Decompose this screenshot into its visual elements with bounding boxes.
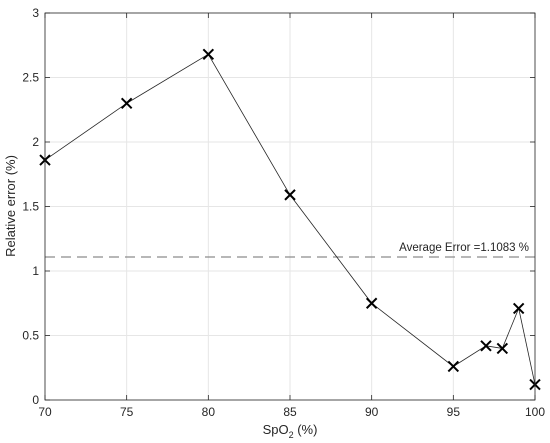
- data-point-marker: [284, 189, 296, 201]
- series-line: [44, 53, 536, 385]
- x-tick-label: 95: [447, 405, 461, 419]
- x-axis-label-prefix: SpO: [263, 422, 289, 437]
- x-tick-label: 70: [38, 405, 52, 419]
- data-point-marker: [496, 342, 509, 355]
- data-point-marker: [120, 97, 133, 110]
- y-tick-label: 2: [32, 135, 39, 149]
- y-tick-label: 0: [32, 393, 39, 407]
- y-tick-label: 0.5: [22, 329, 39, 343]
- data-point-marker: [480, 340, 492, 352]
- y-tick-label: 1.5: [22, 200, 39, 214]
- x-axis-label-subscript: 2: [289, 430, 294, 440]
- y-axis-label: Relative error (%): [3, 155, 18, 257]
- data-point-marker: [447, 360, 460, 373]
- x-axis-label: SpO2 (%): [263, 422, 318, 440]
- data-point-marker: [202, 48, 215, 60]
- data-markers: [39, 48, 541, 391]
- average-error-label: Average Error =1.1083 %: [399, 242, 529, 254]
- y-tick-label: 1: [32, 264, 39, 278]
- x-tick-label: 75: [120, 405, 134, 419]
- axis-ticks: 70 75 80 85 90 95 100 0 0.5 1 1.5 2 2.5 3: [22, 6, 545, 419]
- x-tick-label: 85: [283, 405, 297, 419]
- x-axis-label-suffix: (%): [294, 422, 318, 437]
- data-point-marker: [365, 297, 378, 309]
- data-point-marker: [512, 302, 525, 315]
- y-tick-label: 3: [32, 6, 39, 20]
- x-tick-label: 90: [365, 405, 379, 419]
- x-tick-label: 100: [525, 405, 545, 419]
- y-tick-label: 2.5: [22, 71, 39, 85]
- x-tick-label: 80: [202, 405, 216, 419]
